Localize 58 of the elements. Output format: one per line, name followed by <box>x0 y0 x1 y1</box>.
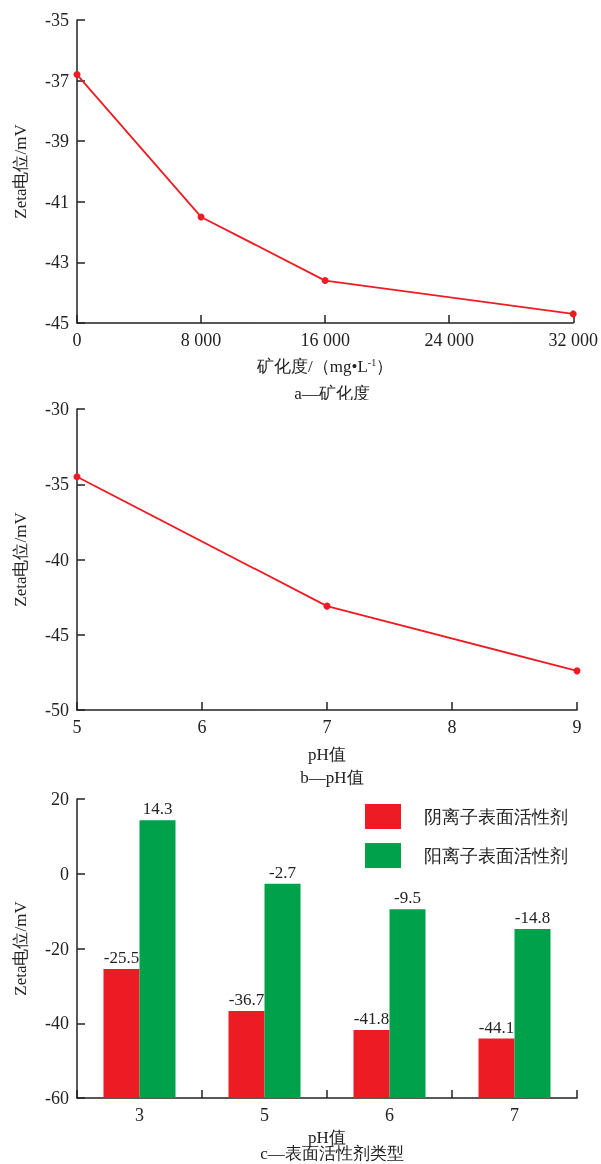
legend-label: 阴离子表面活性剂 <box>424 806 568 827</box>
point <box>73 71 81 79</box>
x-tick-label: 24 000 <box>424 330 474 350</box>
y-tick-label: -35 <box>45 474 69 495</box>
y-tick-label: -40 <box>45 549 69 570</box>
data-label: -41.8 <box>353 1008 390 1028</box>
bar <box>264 883 301 1098</box>
data-label: -44.1 <box>478 1017 515 1037</box>
y-tick-label: -50 <box>45 700 69 720</box>
y-tick-label: -41 <box>45 191 69 212</box>
data-label: -9.5 <box>394 888 421 908</box>
y-axis-title: Zeta电位/mV <box>11 511 30 607</box>
y-tick-label: 0 <box>60 863 69 884</box>
y-tick-label: -20 <box>45 938 69 959</box>
y-tick-label: 20 <box>51 789 69 809</box>
x-tick-label: 6 <box>197 717 207 737</box>
x-tick-label: 0 <box>72 330 82 350</box>
y-tick-label: -60 <box>45 1088 69 1108</box>
x-tick-label: 5 <box>260 1105 269 1125</box>
y-tick-label: -45 <box>45 624 69 645</box>
x-tick-label: 32 000 <box>548 330 598 350</box>
y-tick-label: -43 <box>45 252 69 273</box>
y-tick-label: -30 <box>45 399 69 419</box>
text: b—pH值 <box>300 768 364 787</box>
y-tick-label: -37 <box>45 70 69 91</box>
data-label: -25.5 <box>103 948 140 968</box>
x-tick-label: 6 <box>385 1105 394 1125</box>
x-tick-label: 3 <box>135 1105 144 1125</box>
bar <box>139 820 176 1098</box>
bar <box>228 1010 265 1098</box>
legend-label: 阳离子表面活性剂 <box>424 845 568 866</box>
y-axis-title: Zeta电位/mV <box>11 900 30 996</box>
y-tick-label: -40 <box>45 1013 69 1034</box>
x-tick-label: 7 <box>322 717 332 737</box>
data-label: -14.8 <box>514 908 551 928</box>
x-tick-label: 7 <box>510 1105 519 1125</box>
y-axis-title: Zeta电位/mV <box>11 123 30 219</box>
x-axis-title: pH值 <box>308 745 346 764</box>
x-tick-label: 8 000 <box>180 330 222 350</box>
point <box>321 277 329 285</box>
point <box>569 310 577 318</box>
x-tick-label: 16 000 <box>300 330 350 350</box>
data-label: -36.7 <box>228 989 265 1009</box>
point <box>73 473 81 481</box>
x-tick-label: 8 <box>447 717 457 737</box>
x-tick-label: 5 <box>72 717 82 737</box>
bar <box>353 1029 390 1098</box>
bar <box>478 1038 515 1098</box>
bar <box>103 969 140 1098</box>
bar <box>389 909 426 1098</box>
data-label: -2.7 <box>269 862 297 882</box>
bar <box>514 929 551 1098</box>
y-tick-label: -45 <box>45 313 69 333</box>
x-axis-title: pH值 <box>308 1127 346 1147</box>
y-tick-label: -39 <box>45 131 69 152</box>
x-tick-label: 9 <box>572 717 582 737</box>
y-tick-label: -35 <box>45 10 69 30</box>
data-label: 14.3 <box>142 799 173 819</box>
